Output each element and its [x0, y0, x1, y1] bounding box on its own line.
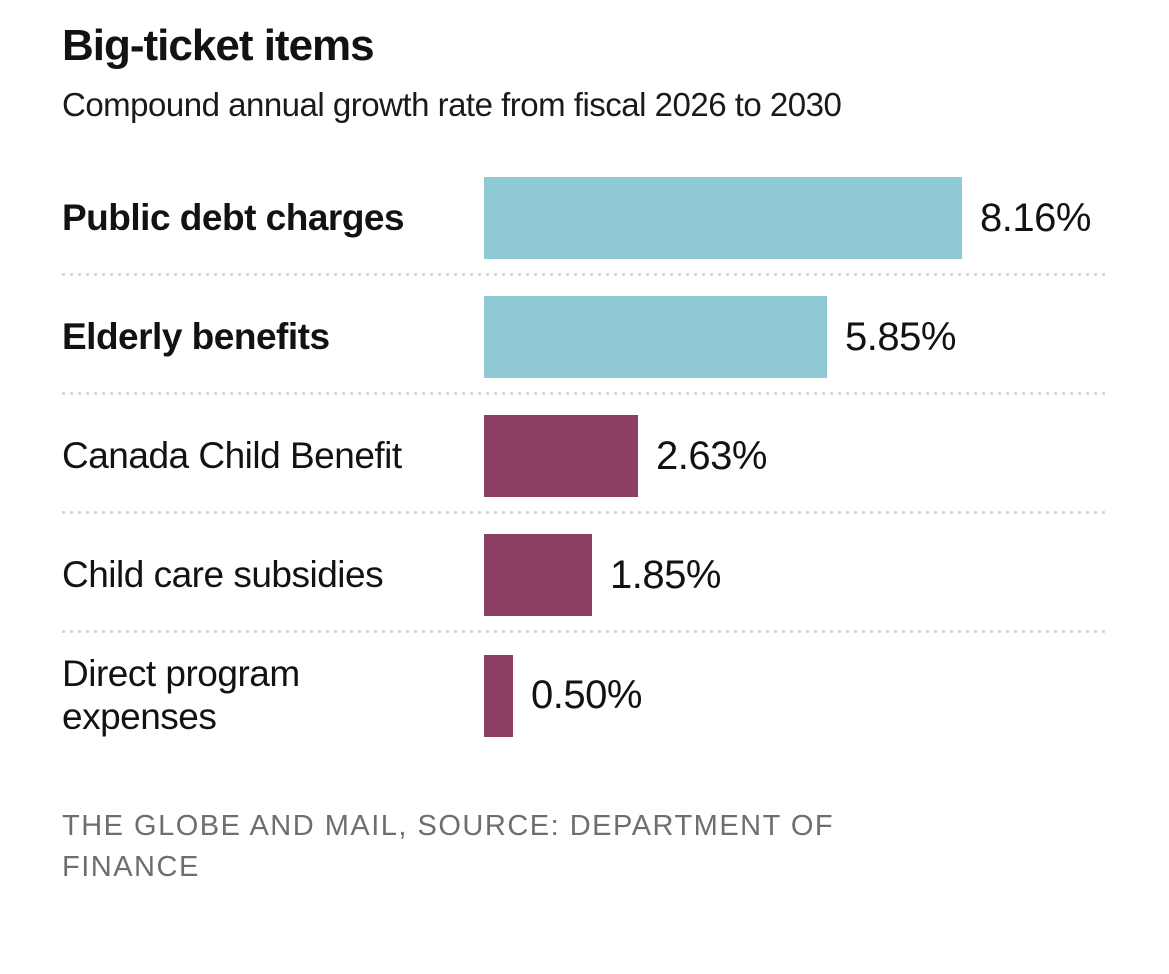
row-separator: [62, 392, 1107, 396]
bar-track: 5.85%: [484, 296, 1107, 379]
bar-chart: Public debt charges 8.16% Elderly benefi…: [62, 157, 1107, 752]
category-label: Direct program expenses: [62, 653, 300, 737]
chart-subtitle: Compound annual growth rate from fiscal …: [62, 86, 842, 124]
bar-row: Direct program expenses 0.50%: [62, 633, 1107, 752]
bar: [484, 534, 592, 617]
bar-track: 1.85%: [484, 534, 1107, 617]
value-label: 1.85%: [610, 552, 721, 597]
bar: [484, 654, 513, 737]
bar-track: 2.63%: [484, 415, 1107, 498]
bar-track: 8.16%: [484, 177, 1107, 260]
bar-track: 0.50%: [484, 654, 1107, 737]
value-label: 8.16%: [980, 195, 1091, 240]
row-separator: [62, 273, 1107, 277]
value-label: 2.63%: [656, 433, 767, 478]
bar: [484, 296, 827, 379]
bar: [484, 177, 962, 260]
bar-row: Child care subsidies 1.85%: [62, 514, 1107, 630]
bar-row: Canada Child Benefit 2.63%: [62, 395, 1107, 511]
chart-title: Big-ticket items: [62, 21, 375, 70]
category-label: Canada Child Benefit: [62, 435, 402, 476]
category-label: Elderly benefits: [62, 316, 330, 357]
bar-row: Public debt charges 8.16%: [62, 157, 1107, 273]
source-credit: THE GLOBE AND MAIL, SOURCE: DEPARTMENT O…: [62, 810, 835, 883]
value-label: 0.50%: [531, 673, 642, 718]
category-label: Child care subsidies: [62, 554, 384, 595]
category-label: Public debt charges: [62, 197, 405, 238]
value-label: 5.85%: [845, 314, 956, 359]
bar: [484, 415, 638, 498]
bar-row: Elderly benefits 5.85%: [62, 276, 1107, 392]
row-separator: [62, 511, 1107, 515]
row-separator: [62, 630, 1107, 634]
